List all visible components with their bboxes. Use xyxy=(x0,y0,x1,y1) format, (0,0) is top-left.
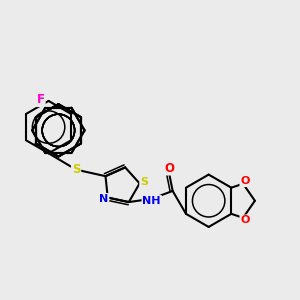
Text: F: F xyxy=(37,93,45,106)
Text: N: N xyxy=(99,194,109,204)
Text: O: O xyxy=(240,176,250,186)
Text: O: O xyxy=(240,215,250,225)
Text: NH: NH xyxy=(142,196,161,206)
Text: S: S xyxy=(72,163,80,176)
Text: S: S xyxy=(140,177,148,187)
Text: O: O xyxy=(164,161,174,175)
